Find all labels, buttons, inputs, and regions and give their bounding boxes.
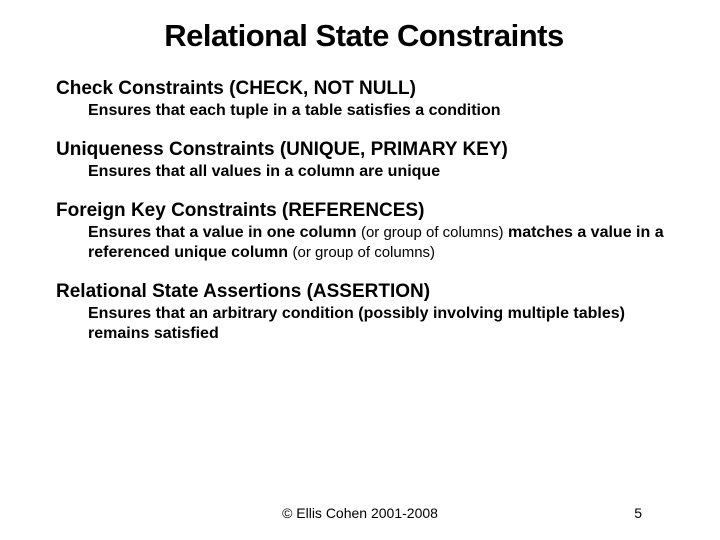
- section-head: Relational State Assertions (ASSERTION): [56, 281, 672, 303]
- section-foreign-key: Foreign Key Constraints (REFERENCES) Ens…: [56, 200, 672, 263]
- section-head: Check Constraints (CHECK, NOT NULL): [56, 78, 672, 100]
- section-body: Ensures that each tuple in a table satis…: [56, 101, 672, 121]
- section-check: Check Constraints (CHECK, NOT NULL) Ensu…: [56, 78, 672, 121]
- section-uniqueness: Uniqueness Constraints (UNIQUE, PRIMARY …: [56, 139, 672, 182]
- body-paren: (or group of columns): [361, 224, 504, 241]
- section-head: Uniqueness Constraints (UNIQUE, PRIMARY …: [56, 139, 672, 161]
- section-body: Ensures that all values in a column are …: [56, 162, 672, 182]
- page-number: 5: [634, 505, 642, 521]
- slide-footer: © Ellis Cohen 2001-2008 5: [0, 505, 720, 521]
- body-paren: (or group of columns): [292, 244, 435, 261]
- slide-title: Relational State Constraints: [56, 18, 672, 54]
- body-text: Ensures that a value in one column: [88, 224, 361, 241]
- slide: Relational State Constraints Check Const…: [0, 0, 720, 540]
- section-assertion: Relational State Assertions (ASSERTION) …: [56, 281, 672, 344]
- copyright-text: © Ellis Cohen 2001-2008: [60, 505, 660, 521]
- section-body: Ensures that an arbitrary condition (pos…: [56, 304, 672, 344]
- section-head: Foreign Key Constraints (REFERENCES): [56, 200, 672, 222]
- section-body: Ensures that a value in one column (or g…: [56, 223, 672, 263]
